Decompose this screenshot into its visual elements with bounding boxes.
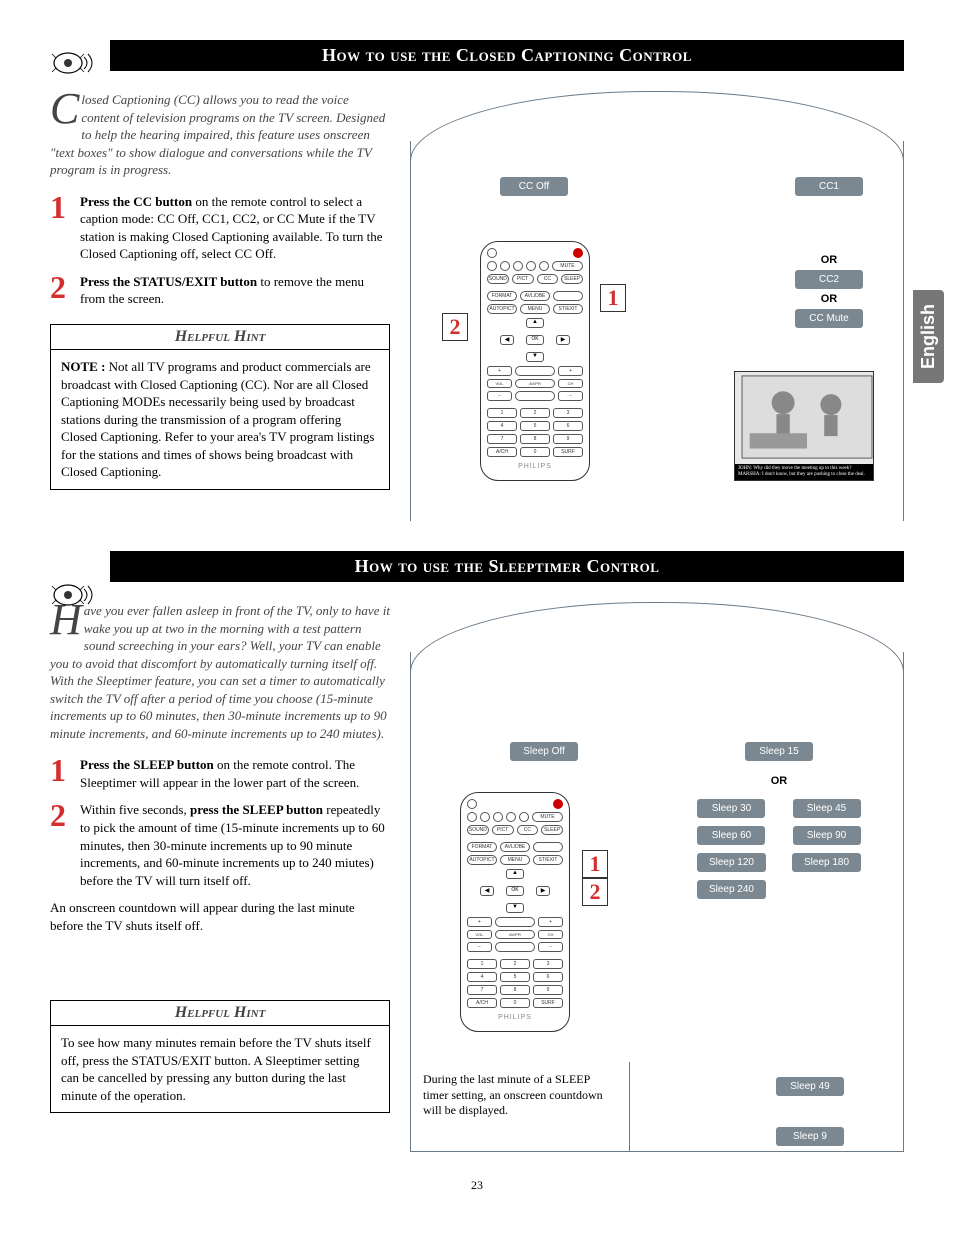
caption-overlay: JOHN: Why did they move the meeting up t… xyxy=(735,464,873,480)
osd-sleep-off: Sleep Off xyxy=(510,742,578,761)
sleep-section-title: How to use the Sleeptimer Control xyxy=(110,551,904,582)
cc-hint-box: Helpful Hint NOTE : Not all TV programs … xyxy=(50,324,390,490)
diagram-num-2: 2 xyxy=(442,313,468,341)
remote-control: MUTE SOUNDPICTCCSLEEP FORMATAVL/DBE AUTO… xyxy=(480,241,590,481)
or-label: OR xyxy=(821,254,838,266)
cc-intro: Closed Captioning (CC) allows you to rea… xyxy=(50,91,390,179)
cc-step-2: 2 Press the STATUS/EXIT button to remove… xyxy=(50,273,390,308)
sleep-hint-body: To see how many minutes remain before th… xyxy=(51,1026,389,1112)
step-number: 1 xyxy=(50,193,74,263)
diagram-num-1: 1 xyxy=(582,850,608,878)
language-tab: English xyxy=(913,290,944,383)
remote-control: MUTE SOUNDPICTCCSLEEP FORMATAVL/DBE AUTO… xyxy=(460,792,570,1032)
step-number: 2 xyxy=(50,801,74,889)
cc-section-title: How to use the Closed Captioning Control xyxy=(110,40,904,71)
or-label: OR xyxy=(821,293,838,305)
sleep-step2-bold: press the SLEEP button xyxy=(190,802,323,817)
cc-step2-bold: Press the STATUS/EXIT button xyxy=(80,274,257,289)
osd-sleep-30: Sleep 30 xyxy=(697,799,765,818)
hint-title: Helpful Hint xyxy=(51,1001,389,1026)
osd-cc-mute: CC Mute xyxy=(795,309,863,328)
step-number: 1 xyxy=(50,756,74,791)
osd-sleep-90: Sleep 90 xyxy=(793,826,861,845)
speaker-icon xyxy=(50,582,98,608)
sleep-step1-bold: Press the SLEEP button xyxy=(80,757,214,772)
step-number: 2 xyxy=(50,273,74,308)
osd-sleep-60: Sleep 60 xyxy=(697,826,765,845)
osd-cc-off: CC Off xyxy=(500,177,568,196)
cc-step1-bold: Press the CC button xyxy=(80,194,192,209)
sleep-step2-pre: Within five seconds, xyxy=(80,802,190,817)
or-label: OR xyxy=(771,775,788,787)
tv-illustration: JOHN: Why did they move the meeting up t… xyxy=(734,371,874,481)
osd-sleep-45: Sleep 45 xyxy=(793,799,861,818)
sleep-step-1: 1 Press the SLEEP button on the remote c… xyxy=(50,756,390,791)
sleep-after-steps: An onscreen countdown will appear during… xyxy=(50,899,390,934)
sleep-step-2: 2 Within five seconds, press the SLEEP b… xyxy=(50,801,390,889)
dropcap: C xyxy=(50,91,81,126)
speaker-icon xyxy=(50,50,98,76)
remote-brand: PHILIPS xyxy=(467,1014,563,1021)
sleep-intro: Have you ever fallen asleep in front of … xyxy=(50,602,390,742)
diagram-num-2: 2 xyxy=(582,878,608,906)
sleep-diagram: Sleep Off Sleep 15 OR Sleep 30 Sleep 45 … xyxy=(410,602,904,1162)
cc-hint-text: Not all TV programs and product commerci… xyxy=(61,359,374,479)
osd-sleep-240: Sleep 240 xyxy=(697,880,766,899)
cc-step-1: 1 Press the CC button on the remote cont… xyxy=(50,193,390,263)
sleep-hint-box: Helpful Hint To see how many minutes rem… xyxy=(50,1000,390,1113)
osd-cc2: CC2 xyxy=(795,270,863,289)
cc-diagram: CC Off CC1 OR CC2 OR CC Mute MUTE SOUNDP… xyxy=(410,91,904,521)
page-number: 23 xyxy=(50,1178,904,1193)
osd-sleep-120: Sleep 120 xyxy=(697,853,766,872)
osd-sleep-180: Sleep 180 xyxy=(792,853,861,872)
osd-sleep-15: Sleep 15 xyxy=(745,742,813,761)
cc-intro-text: losed Captioning (CC) allows you to read… xyxy=(50,92,385,177)
diagram-num-1: 1 xyxy=(600,284,626,312)
remote-brand: PHILIPS xyxy=(487,463,583,470)
countdown-note: During the last minute of a SLEEP timer … xyxy=(410,1062,630,1152)
osd-cc1: CC1 xyxy=(795,177,863,196)
sleep-intro-text: ave you ever fallen asleep in front of t… xyxy=(50,603,390,741)
hint-title: Helpful Hint xyxy=(51,325,389,350)
cc-hint-body: NOTE : Not all TV programs and product c… xyxy=(51,350,389,489)
